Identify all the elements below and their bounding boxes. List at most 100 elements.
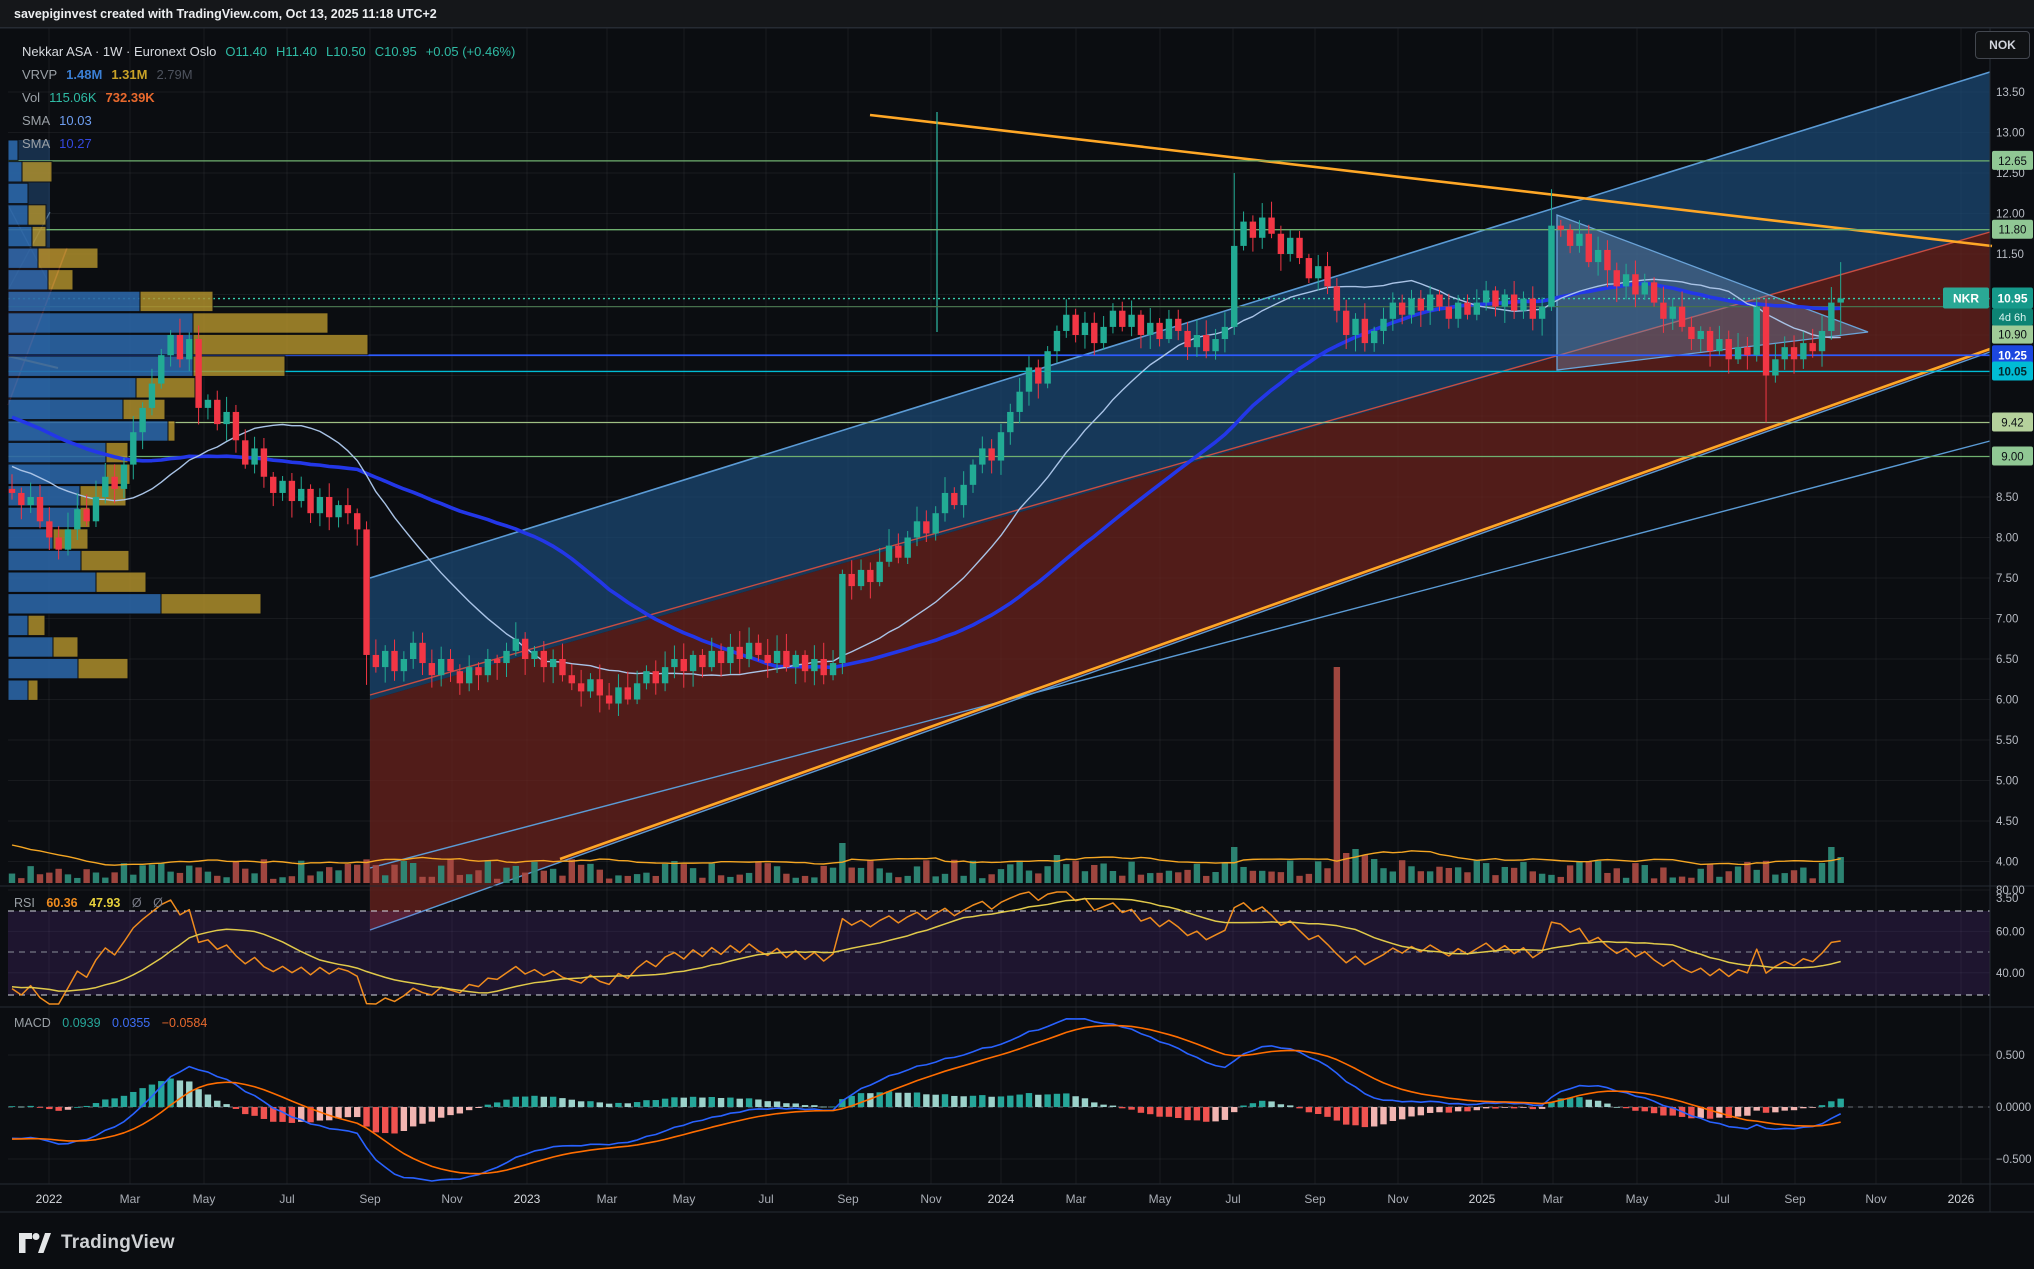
- time-axis-label-2023[interactable]: 2023: [514, 1192, 541, 1206]
- candle-body: [1473, 302, 1481, 315]
- volume-legend-row[interactable]: Vol 115.06K 732.39K: [22, 90, 515, 105]
- macd-histogram-bar: [979, 1095, 986, 1107]
- volume-ma-value: 732.39K: [105, 90, 155, 105]
- volume-bar: [1809, 878, 1816, 883]
- time-axis-label-Sep[interactable]: Sep: [1304, 1192, 1326, 1206]
- volume-bar: [139, 865, 146, 883]
- time-axis-label-Jul[interactable]: Jul: [1714, 1192, 1729, 1206]
- volume-bar: [1464, 872, 1471, 883]
- time-axis-label-Mar[interactable]: Mar: [1066, 1192, 1087, 1206]
- time-axis-label-Mar[interactable]: Mar: [1543, 1192, 1564, 1206]
- sma-slow-legend-row[interactable]: SMA 10.27: [22, 136, 515, 151]
- macd-signal-value: −0.0584: [161, 1016, 208, 1030]
- price-axis-tick[interactable]: 3.50: [1996, 893, 2018, 905]
- volume-bar: [1492, 875, 1499, 883]
- macd-axis-tick[interactable]: 0.500: [1996, 1050, 2025, 1062]
- price-axis-tick[interactable]: 7.00: [1996, 614, 2018, 626]
- rsi-axis-tick[interactable]: 80.00: [1996, 885, 2025, 897]
- macd-histogram-bar: [1156, 1107, 1163, 1117]
- price-axis-tick[interactable]: 13.50: [1996, 87, 2025, 99]
- blue-channel-bottom-line[interactable]: [369, 440, 1991, 869]
- ascending-channel-red[interactable]: [370, 232, 1990, 930]
- descending-orange-trendline[interactable]: [869, 113, 1993, 248]
- price-axis-tick[interactable]: 7.50: [1996, 573, 2018, 585]
- price-axis-tick[interactable]: 8.00: [1996, 533, 2018, 545]
- price-axis-tick[interactable]: 4.00: [1996, 857, 2018, 869]
- macd-axis-tick[interactable]: −0.500: [1996, 1154, 2032, 1166]
- vrvp-value-3: 2.79M: [156, 67, 193, 82]
- vrvp-bar-blue: [7, 506, 81, 529]
- time-axis-label-May[interactable]: May: [1626, 1192, 1649, 1206]
- time-axis-label-Sep[interactable]: Sep: [837, 1192, 859, 1206]
- time-axis-label-2022[interactable]: 2022: [36, 1192, 63, 1206]
- price-axis-tick[interactable]: 13.00: [1996, 128, 2025, 140]
- macd-histogram-bar: [1016, 1094, 1023, 1107]
- time-axis-label-May[interactable]: May: [673, 1192, 696, 1206]
- time-axis-label-Sep[interactable]: Sep: [1784, 1192, 1806, 1206]
- volume-bar: [624, 875, 631, 883]
- price-axis-tick[interactable]: 6.00: [1996, 695, 2018, 707]
- price-axis-tick[interactable]: 5.00: [1996, 776, 2018, 788]
- macd-histogram-bar: [1697, 1107, 1704, 1118]
- time-axis-label-May[interactable]: May: [193, 1192, 216, 1206]
- vrvp-bar-yellow: [139, 290, 214, 313]
- price-axis-tick[interactable]: 12.50: [1996, 168, 2025, 180]
- price-axis-tick[interactable]: 6.50: [1996, 654, 2018, 666]
- macd-histogram-bar: [186, 1081, 193, 1107]
- vrvp-legend-row[interactable]: VRVP 1.48M 1.31M 2.79M: [22, 67, 515, 82]
- candle-body: [475, 667, 482, 676]
- rsi-axis-tick[interactable]: 40.00: [1996, 968, 2025, 980]
- volume-bar: [1053, 855, 1061, 883]
- macd-histogram-bar: [1361, 1107, 1369, 1128]
- volume-bar: [1193, 863, 1201, 883]
- time-axis-label-Nov[interactable]: Nov: [1387, 1192, 1408, 1206]
- time-axis-label-Jul[interactable]: Jul: [758, 1192, 773, 1206]
- time-axis-label-2025[interactable]: 2025: [1469, 1192, 1496, 1206]
- macd-histogram-bar: [988, 1096, 995, 1107]
- macd-histogram-bar: [923, 1094, 930, 1107]
- price-axis-tick[interactable]: 4.50: [1996, 816, 2018, 828]
- candle-body: [1296, 237, 1303, 259]
- price-axis-tick[interactable]: 11.50: [1996, 249, 2024, 261]
- red-channel-top-line[interactable]: [369, 231, 1991, 696]
- vrvp-bar-blue: [7, 593, 162, 615]
- time-axis-label-Jul[interactable]: Jul: [279, 1192, 294, 1206]
- time-axis-label-May[interactable]: May: [1149, 1192, 1172, 1206]
- tradingview-brand[interactable]: TradingView: [18, 1232, 175, 1254]
- candle-body: [605, 695, 613, 704]
- price-axis-tick[interactable]: 5.50: [1996, 735, 2018, 747]
- candle-body: [1585, 233, 1592, 263]
- candle-body: [764, 654, 771, 664]
- volume-bar: [1660, 867, 1667, 883]
- time-axis-label-2026[interactable]: 2026: [1948, 1192, 1975, 1206]
- rsi-axis-tick[interactable]: 60.00: [1996, 926, 2025, 938]
- time-axis-label-Nov[interactable]: Nov: [920, 1192, 941, 1206]
- volume-bar: [1081, 871, 1089, 883]
- time-axis-label-Mar[interactable]: Mar: [597, 1192, 618, 1206]
- time-axis-label-Jul[interactable]: Jul: [1225, 1192, 1240, 1206]
- macd-axis-tick[interactable]: 0.0000: [1996, 1102, 2031, 1114]
- price-axis-tick[interactable]: 12.00: [1996, 209, 2025, 221]
- currency-button[interactable]: NOK: [1975, 31, 2030, 59]
- time-axis-label-Nov[interactable]: Nov: [1865, 1192, 1886, 1206]
- ascending-channel-blue[interactable]: [370, 72, 1990, 700]
- time-axis-label-Mar[interactable]: Mar: [120, 1192, 141, 1206]
- price-axis-tick[interactable]: 8.50: [1996, 492, 2018, 504]
- macd-histogram-bar: [512, 1096, 520, 1107]
- time-axis-label-Nov[interactable]: Nov: [441, 1192, 462, 1206]
- channel-bottom-orange-line[interactable]: [559, 347, 1991, 861]
- sma-fast-legend-row[interactable]: SMA 10.03: [22, 113, 515, 128]
- volume-bar: [326, 867, 333, 883]
- candle-body: [1454, 302, 1462, 319]
- symbol-legend-row[interactable]: Nekkar ASA · 1W · Euronext Oslo O11.40 H…: [22, 44, 515, 59]
- tradingview-logo-icon: [19, 1233, 51, 1253]
- time-axis-label-2024[interactable]: 2024: [988, 1192, 1015, 1206]
- red-channel-bottom-line[interactable]: [369, 351, 1991, 931]
- macd-legend-row[interactable]: MACD 0.0939 0.0355 −0.0584: [14, 1016, 215, 1030]
- volume-bar: [615, 875, 622, 883]
- price-badge-9.42: [1992, 412, 2033, 432]
- rsi-legend-row[interactable]: RSI 60.36 47.93 Ø Ø: [14, 896, 171, 910]
- time-axis-label-Sep[interactable]: Sep: [359, 1192, 381, 1206]
- macd-histogram-bar: [344, 1107, 352, 1118]
